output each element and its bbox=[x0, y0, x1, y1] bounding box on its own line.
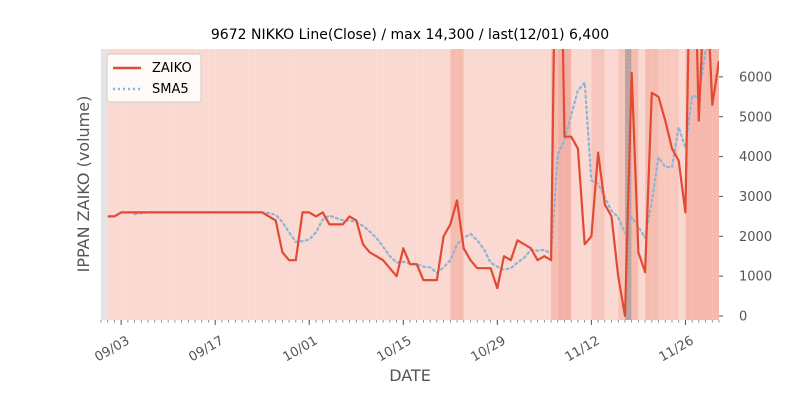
shading-band bbox=[101, 49, 108, 320]
y-tick-label: 6000 bbox=[739, 70, 772, 85]
x-tick-label: 11/12 bbox=[563, 333, 603, 365]
chart-title: 9672 NIKKO Line(Close) / max 14,300 / la… bbox=[211, 27, 609, 43]
x-axis: 09/03 09/17 10/01 10/15 10/29 11/12 11/26 bbox=[92, 320, 720, 365]
shading-band bbox=[658, 49, 679, 320]
y-tick-label: 0 bbox=[739, 310, 747, 325]
y-axis: 0 1000 2000 3000 4000 5000 6000 bbox=[719, 70, 772, 325]
background-shading bbox=[101, 49, 719, 320]
legend: ZAIKO SMA5 bbox=[106, 53, 202, 103]
series-line-zaiko bbox=[107, 49, 719, 318]
legend-label-zaiko: ZAIKO bbox=[152, 61, 192, 76]
shading-band bbox=[645, 49, 659, 320]
shading-band bbox=[551, 49, 558, 320]
x-axis-title: DATE bbox=[389, 366, 431, 385]
y-tick-label: 2000 bbox=[739, 230, 772, 245]
y-tick-label: 4000 bbox=[739, 150, 772, 165]
series-layer bbox=[107, 49, 719, 318]
legend-label-sma5: SMA5 bbox=[152, 82, 189, 97]
x-tick-label: 09/03 bbox=[92, 333, 132, 365]
plot-background bbox=[101, 49, 719, 320]
y-tick-label: 5000 bbox=[739, 110, 772, 125]
x-tick-label: 10/15 bbox=[375, 333, 415, 365]
y-tick-label: 1000 bbox=[739, 270, 772, 285]
x-tick-label: 09/17 bbox=[186, 333, 226, 365]
x-tick-label: 10/29 bbox=[469, 333, 509, 365]
y-tick-label: 3000 bbox=[739, 190, 772, 205]
x-tick-label: 11/26 bbox=[657, 333, 697, 365]
shading-band bbox=[618, 49, 625, 320]
x-tick-label: 10/01 bbox=[280, 333, 320, 365]
y-axis-title: IPPAN ZAIKO (volume) bbox=[74, 96, 93, 273]
shading-band bbox=[557, 49, 572, 320]
legend-box bbox=[106, 53, 202, 103]
